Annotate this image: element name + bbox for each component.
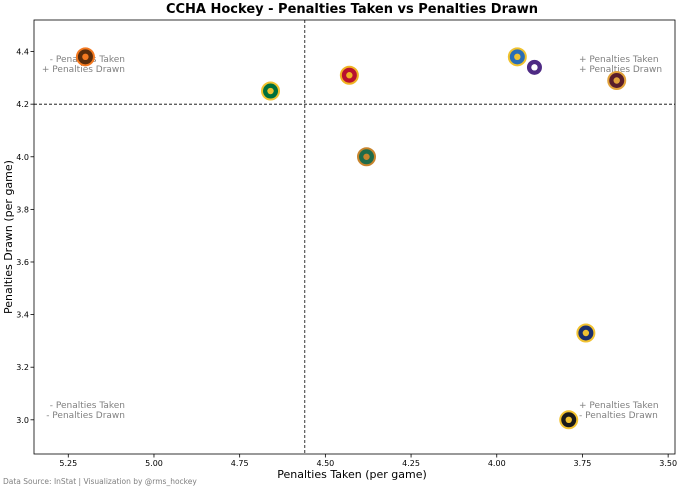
team-logo-point — [75, 47, 95, 67]
quadrant-label-bottom-left-line1: - Penalties Taken — [50, 401, 125, 411]
team-logo-marker-center — [267, 87, 274, 95]
team-logo-point — [339, 65, 359, 85]
team-logo-point — [524, 57, 544, 77]
x-tick-label: 4.00 — [488, 459, 506, 468]
chart-title: CCHA Hockey - Penalties Taken vs Penalti… — [166, 2, 538, 17]
y-axis-label: Penalties Drawn (per game) — [2, 160, 15, 314]
team-logo-marker-center — [613, 77, 620, 84]
x-tick-label: 4.50 — [316, 459, 334, 468]
y-tick-label: 3.4 — [16, 311, 29, 320]
x-tick-label: 4.25 — [402, 459, 420, 468]
x-axis-ticks: 5.25 5.00 4.75 4.50 4.25 4.00 3.75 3.50 — [59, 454, 677, 468]
quadrant-label-top-right-line1: + Penalties Taken — [579, 55, 659, 65]
team-logo-point — [576, 323, 596, 343]
team-logo-marker-center — [565, 416, 572, 424]
quadrant-label-top-left-line2: + Penalties Drawn — [42, 65, 125, 75]
y-tick-label: 4.0 — [16, 153, 29, 162]
source-note: Data Source: InStat | Visualization by @… — [3, 477, 197, 486]
plot-area-frame — [33, 19, 676, 455]
team-logo-point — [507, 47, 527, 67]
team-logo-marker-center — [346, 72, 353, 79]
team-logo-point — [607, 70, 627, 90]
team-logo-marker-center — [582, 329, 590, 337]
quadrant-label-top-right-line2: + Penalties Drawn — [579, 65, 662, 75]
team-logo-point — [356, 147, 376, 167]
team-logo-marker-center — [363, 153, 370, 160]
team-logo-marker-center — [82, 53, 89, 61]
x-tick-label: 3.50 — [659, 459, 677, 468]
y-tick-label: 4.4 — [16, 48, 29, 57]
x-tick-label: 5.00 — [145, 459, 163, 468]
team-logo-point — [559, 410, 579, 430]
quadrant-label-bottom-right-line1: + Penalties Taken — [579, 401, 659, 411]
x-axis-label: Penalties Taken (per game) — [277, 468, 427, 481]
quadrant-label-bottom-right-line2: - Penalties Drawn — [579, 411, 658, 421]
y-tick-label: 3.2 — [16, 363, 29, 372]
x-tick-label: 4.75 — [231, 459, 249, 468]
team-logo-point — [261, 81, 281, 101]
y-tick-label: 3.0 — [16, 416, 29, 425]
reference-lines — [34, 20, 675, 454]
y-tick-label: 3.6 — [16, 258, 29, 267]
x-tick-label: 5.25 — [59, 459, 77, 468]
y-axis-ticks: 3.0 3.2 3.4 3.6 3.8 4.0 4.2 4.4 — [16, 48, 34, 425]
team-logo-marker-center — [514, 53, 521, 61]
y-tick-label: 3.8 — [16, 205, 29, 214]
data-points — [75, 47, 627, 430]
y-tick-label: 4.2 — [16, 100, 29, 109]
x-tick-label: 3.75 — [574, 459, 592, 468]
quadrant-label-bottom-left-line2: - Penalties Drawn — [46, 411, 125, 421]
team-logo-marker-center — [531, 64, 538, 71]
